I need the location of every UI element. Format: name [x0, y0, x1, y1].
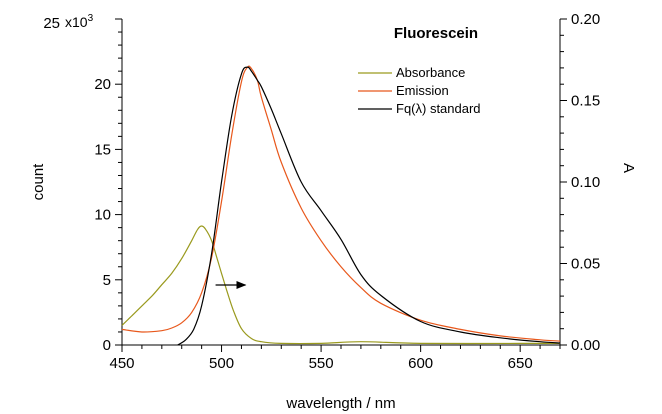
series-line-fq-standard: [177, 66, 561, 346]
right-tick-label: 0.15: [571, 93, 600, 110]
left-tick-label: 20: [94, 76, 111, 93]
right-tick-label: 0.10: [571, 174, 600, 191]
axes-frame: 450 500 550 600 650 0 5 10 15 20 25 0.00 0.05 0.10 0.1…: [43, 11, 600, 372]
x-tick-label: 450: [109, 355, 134, 372]
x-axis-title: wavelength / nm: [285, 395, 395, 412]
right-tick-label: 0.20: [571, 11, 600, 28]
series-line-emission: [121, 65, 561, 342]
right-tick-label: 0.05: [571, 256, 600, 273]
legend: Absorbance Emission Fq(λ) standard: [358, 65, 481, 116]
left-tick-label: 25: [43, 15, 60, 32]
x-tick-label: 650: [508, 355, 533, 372]
x-tick-label: 550: [309, 355, 334, 372]
right-axis-title: A: [620, 163, 637, 173]
legend-label-absorbance: Absorbance: [396, 65, 465, 80]
right-tick-label: 0.00: [571, 337, 600, 354]
left-tick-label: 0: [103, 337, 111, 354]
left-tick-label: 15: [94, 141, 111, 158]
x-tick-label: 600: [408, 355, 433, 372]
series-line-absorbance: [121, 225, 560, 345]
left-axis-multiplier: x103: [65, 13, 94, 30]
x-tick-label: 500: [209, 355, 234, 372]
left-tick-label: 10: [94, 207, 111, 224]
chart-title: Fluorescein: [394, 25, 478, 42]
left-tick-label: 5: [103, 272, 111, 289]
left-axis-title: count: [30, 163, 47, 201]
legend-label-emission: Emission: [396, 83, 449, 98]
legend-label-fq-standard: Fq(λ) standard: [396, 101, 481, 116]
series-layer: [121, 65, 561, 346]
